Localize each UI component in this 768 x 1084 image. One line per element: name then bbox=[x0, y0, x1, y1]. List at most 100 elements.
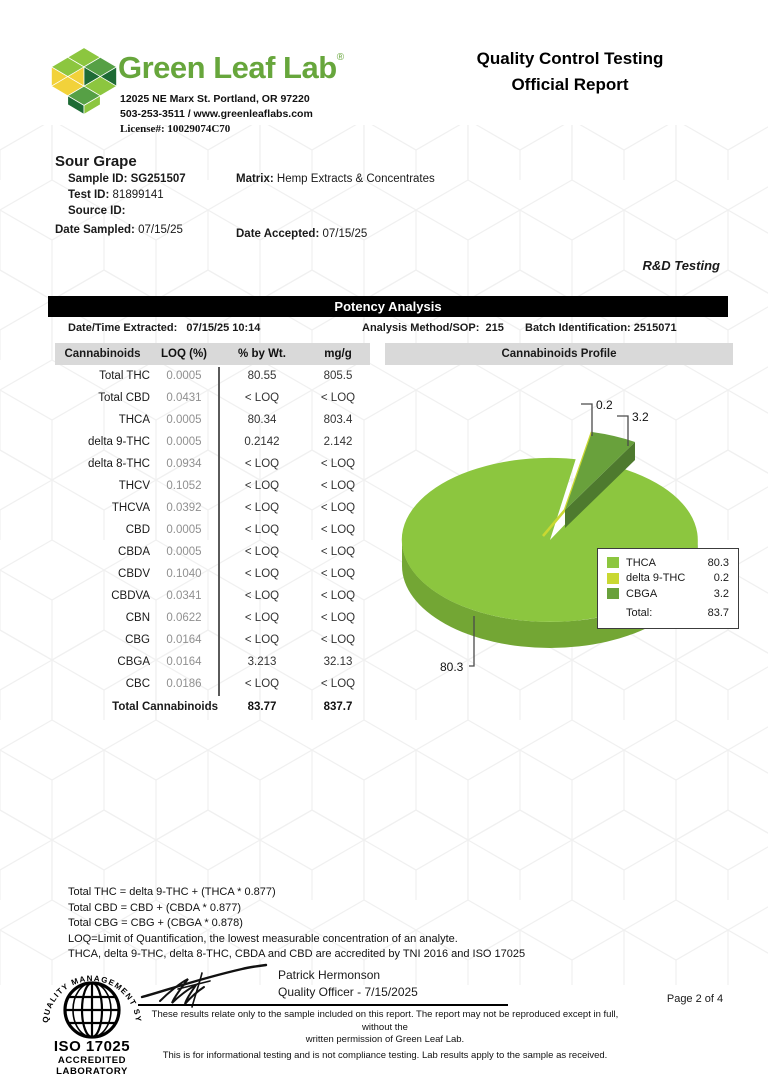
table-cell: 0.2142 bbox=[244, 436, 280, 448]
col-header-cannabinoids: Cannabinoids bbox=[64, 348, 141, 360]
legend-swatch-thca bbox=[607, 557, 619, 569]
date-accepted-line: Date Accepted: 07/15/25 bbox=[236, 226, 367, 242]
callout-line-cbga bbox=[617, 415, 629, 446]
sample-id-value: SG251507 bbox=[130, 173, 186, 185]
table-cell: < LOQ bbox=[244, 678, 280, 690]
table-cell: < LOQ bbox=[320, 590, 356, 602]
report-title-line2: Official Report bbox=[511, 74, 629, 94]
table-cell: < LOQ bbox=[244, 524, 280, 536]
footnote-total-cbg: Total CBG = CBG + (CBGA * 0.878) bbox=[68, 917, 243, 929]
legend-swatch-cbga bbox=[607, 588, 619, 600]
table-header-row: Cannabinoids LOQ (%) % by Wt. mg/g bbox=[55, 343, 370, 365]
table-cell: Total CBD bbox=[98, 392, 150, 404]
potency-section-bar: Potency Analysis bbox=[48, 296, 728, 317]
table-total-row: Total Cannabinoids 83.77 837.7 bbox=[55, 695, 370, 719]
table-cell: THCV bbox=[118, 480, 150, 492]
table-cell: 0.0392 bbox=[166, 502, 202, 514]
table-cell: < LOQ bbox=[320, 546, 356, 558]
table-cell: < LOQ bbox=[244, 590, 280, 602]
table-cell: < LOQ bbox=[320, 480, 356, 492]
legend-value-delta9: 0.2 bbox=[713, 572, 729, 585]
table-cell: < LOQ bbox=[244, 458, 280, 470]
callout-label-thca: 80.3 bbox=[440, 660, 464, 674]
table-cell: < LOQ bbox=[320, 678, 356, 690]
table-cell: < LOQ bbox=[320, 612, 356, 624]
col-header-loq: LOQ (%) bbox=[161, 348, 207, 360]
brand-text: Green Leaf Lab bbox=[118, 50, 337, 85]
table-cell: CBDVA bbox=[111, 590, 150, 602]
table-cell: 805.5 bbox=[323, 370, 353, 382]
table-cell: THCVA bbox=[111, 502, 150, 514]
table-row: THCV 0.1052 < LOQ < LOQ bbox=[55, 475, 370, 497]
test-id-line: Test ID: 81899141 bbox=[68, 187, 164, 203]
legend-value-cbga: 3.2 bbox=[713, 587, 729, 600]
table-cell: 0.0341 bbox=[166, 590, 202, 602]
table-cell: < LOQ bbox=[320, 568, 356, 580]
batch-line: Batch Identification: 2515071 bbox=[525, 322, 677, 334]
extracted-line: Date/Time Extracted: 07/15/25 10:14 bbox=[68, 322, 260, 334]
table-cell: < LOQ bbox=[320, 502, 356, 514]
legend-item-delta9: delta 9-THC 0.2 bbox=[607, 571, 729, 587]
table-cell: < LOQ bbox=[320, 524, 356, 536]
total-mgg: 837.7 bbox=[323, 701, 353, 713]
table-cell: 32.13 bbox=[323, 656, 353, 668]
table-cell: 0.0005 bbox=[166, 546, 202, 558]
lab-phone-web: 503-253-3511 / www.greenleaflabs.com bbox=[120, 108, 313, 120]
legend-total-value: 83.7 bbox=[707, 607, 729, 620]
iso-arc-text: QUALITY MANAGEMENT SYSTEM bbox=[37, 963, 142, 1023]
table-cell: < LOQ bbox=[244, 502, 280, 514]
table-body: Total THC 0.0005 80.55 805.5 Total CBD 0.0431… bbox=[55, 365, 370, 695]
table-row: CBC 0.0186 < LOQ < LOQ bbox=[55, 673, 370, 695]
table-cell: 0.0164 bbox=[166, 656, 202, 668]
table-cell: < LOQ bbox=[320, 634, 356, 646]
date-accepted-label: Date Accepted: bbox=[236, 228, 320, 240]
table-row: CBDV 0.1040 < LOQ < LOQ bbox=[55, 563, 370, 585]
col-header-mgg: mg/g bbox=[324, 348, 352, 360]
callout-line-thca bbox=[469, 616, 475, 667]
table-cell: 0.0186 bbox=[166, 678, 202, 690]
legend-total-row: Total: 83.7 bbox=[607, 606, 729, 622]
pie-slice-cbga bbox=[565, 432, 635, 510]
table-cell: CBC bbox=[125, 678, 150, 690]
table-cell: 0.1040 bbox=[166, 568, 202, 580]
table-cell: CBN bbox=[125, 612, 150, 624]
table-cell: 0.0934 bbox=[166, 458, 202, 470]
table-row: Total THC 0.0005 80.55 805.5 bbox=[55, 365, 370, 387]
table-row: Total CBD 0.0431 < LOQ < LOQ bbox=[55, 387, 370, 409]
sample-id-label: Sample ID: bbox=[68, 173, 128, 185]
footnotes-block: Total THC = delta 9-THC + (THCA * 0.877)… bbox=[68, 885, 525, 963]
table-cell: < LOQ bbox=[244, 480, 280, 492]
table-cell: 803.4 bbox=[323, 414, 353, 426]
legend-label-thca: THCA bbox=[626, 556, 656, 569]
pie-wedge-side bbox=[565, 442, 635, 528]
lab-address: 12025 NE Marx St. Portland, OR 97220 bbox=[120, 93, 310, 105]
table-cell: < LOQ bbox=[244, 546, 280, 558]
batch-value: 2515071 bbox=[633, 322, 677, 334]
registered-mark: ® bbox=[336, 52, 345, 63]
table-cell: < LOQ bbox=[244, 612, 280, 624]
table-cell: 0.1052 bbox=[166, 480, 202, 492]
footnote-accreditation: THCA, delta 9-THC, delta 8-THC, CBDA and… bbox=[68, 948, 526, 960]
lab-license: License#: 10029074C70 bbox=[120, 123, 231, 135]
table-cell: 0.0005 bbox=[166, 414, 202, 426]
legend-total-label: Total: bbox=[626, 607, 653, 620]
extracted-label: Date/Time Extracted: bbox=[68, 322, 178, 334]
total-pct: 83.77 bbox=[247, 701, 277, 713]
method-label: Analysis Method/SOP: bbox=[362, 322, 480, 334]
table-cell: CBDA bbox=[118, 546, 150, 558]
signer-name: Patrick Hermonson bbox=[278, 968, 381, 982]
table-row: CBN 0.0622 < LOQ < LOQ bbox=[55, 607, 370, 629]
method-value: 215 bbox=[485, 322, 504, 334]
matrix-label: Matrix: bbox=[236, 173, 274, 185]
chart-title: Cannabinoids Profile bbox=[385, 343, 733, 365]
test-id-label: Test ID: bbox=[68, 189, 110, 201]
table-row: delta 8-THC 0.0934 < LOQ < LOQ bbox=[55, 453, 370, 475]
iso-standard: ISO 17025 bbox=[53, 1038, 131, 1055]
pie-legend: THCA 80.3 delta 9-THC 0.2 CBGA 3.2 Total… bbox=[597, 548, 739, 629]
table-cell: 2.142 bbox=[323, 436, 353, 448]
table-row: CBDVA 0.0341 < LOQ < LOQ bbox=[55, 585, 370, 607]
page-number: Page 2 of 4 bbox=[666, 993, 724, 1005]
table-cell: 3.213 bbox=[247, 656, 277, 668]
legend-total-spacer bbox=[607, 608, 619, 619]
